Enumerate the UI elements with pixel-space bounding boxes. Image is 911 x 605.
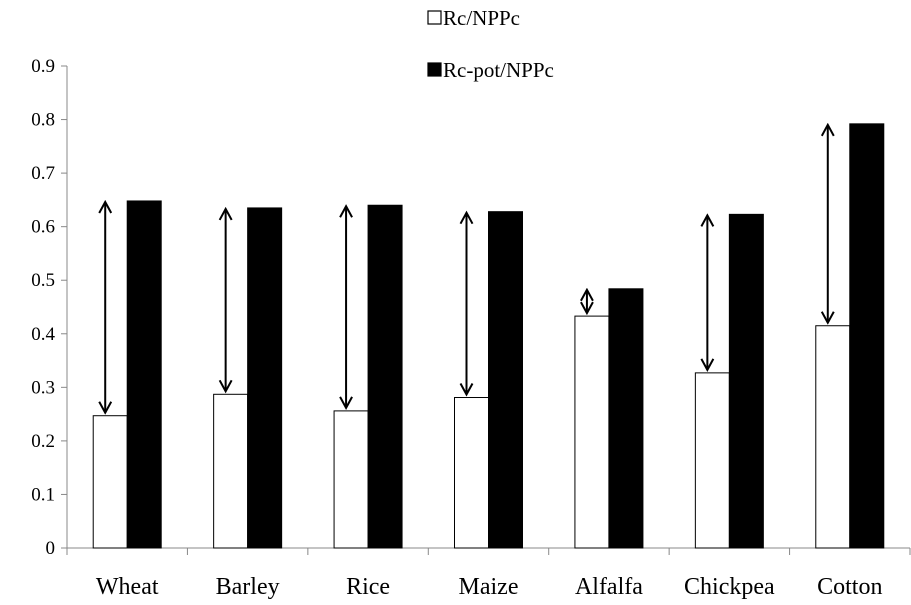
- x-tick-label: Rice: [346, 574, 390, 600]
- x-tick-label: Alfalfa: [575, 574, 643, 600]
- y-tick-label: 0: [46, 538, 56, 559]
- bar-rc-pot-nppc: [728, 213, 764, 549]
- bar-rc-nppc: [333, 410, 369, 549]
- x-tick-label: Barley: [216, 574, 280, 600]
- legend-label-rc-pot-nppc: Rc-pot/NPPc: [443, 58, 554, 82]
- bar-rc-pot-nppc: [367, 204, 403, 549]
- gap-arrows: [105, 125, 828, 413]
- y-tick-label: 0.8: [31, 110, 55, 131]
- y-tick-label: 0.3: [31, 377, 55, 398]
- y-tick-label: 0.4: [31, 324, 55, 345]
- legend-item-rc-nppc: Rc/NPPc: [427, 6, 520, 30]
- legend: Rc/NPPc Rc-pot/NPPc: [427, 6, 554, 82]
- bar-rc-nppc: [815, 325, 851, 549]
- bar-rc-nppc: [454, 397, 489, 549]
- bar-rc-pot-nppc: [126, 200, 162, 549]
- bar-rc-pot-nppc: [488, 211, 523, 549]
- legend-item-rc-pot-nppc: Rc-pot/NPPc: [427, 58, 554, 82]
- y-tick-label: 0.5: [31, 270, 55, 291]
- x-tick-label: Wheat: [96, 574, 159, 600]
- bar-rc-nppc: [694, 372, 730, 549]
- legend-swatch-rc-nppc: [427, 10, 442, 25]
- bar-rc-pot-nppc: [608, 288, 644, 549]
- bar-rc-nppc: [213, 393, 249, 549]
- x-tick-label: Cotton: [817, 574, 882, 600]
- bars: [92, 123, 885, 549]
- y-axis: 0 0.1 0.2 0.3 0.4 0.5 0.6 0.7 0.8 0.9: [31, 56, 68, 559]
- legend-label-rc-nppc: Rc/NPPc: [443, 6, 520, 30]
- bar-rc-nppc: [92, 415, 128, 549]
- y-tick-label: 0.1: [31, 484, 55, 505]
- y-tick-label: 0.2: [31, 431, 55, 452]
- bar-rc-nppc: [574, 315, 610, 549]
- legend-swatch-rc-pot-nppc: [427, 62, 442, 77]
- x-axis: Wheat Barley Rice Maize Alfalfa Chickpea Cotto…: [66, 547, 911, 600]
- bar-rc-pot-nppc: [247, 207, 283, 549]
- x-tick-label: Chickpea: [684, 574, 775, 600]
- y-tick-label: 0.7: [31, 163, 55, 184]
- bar-rc-pot-nppc: [849, 123, 885, 549]
- y-tick-label: 0.9: [31, 56, 55, 77]
- y-tick-label: 0.6: [31, 217, 55, 238]
- x-tick-label: Maize: [459, 574, 519, 600]
